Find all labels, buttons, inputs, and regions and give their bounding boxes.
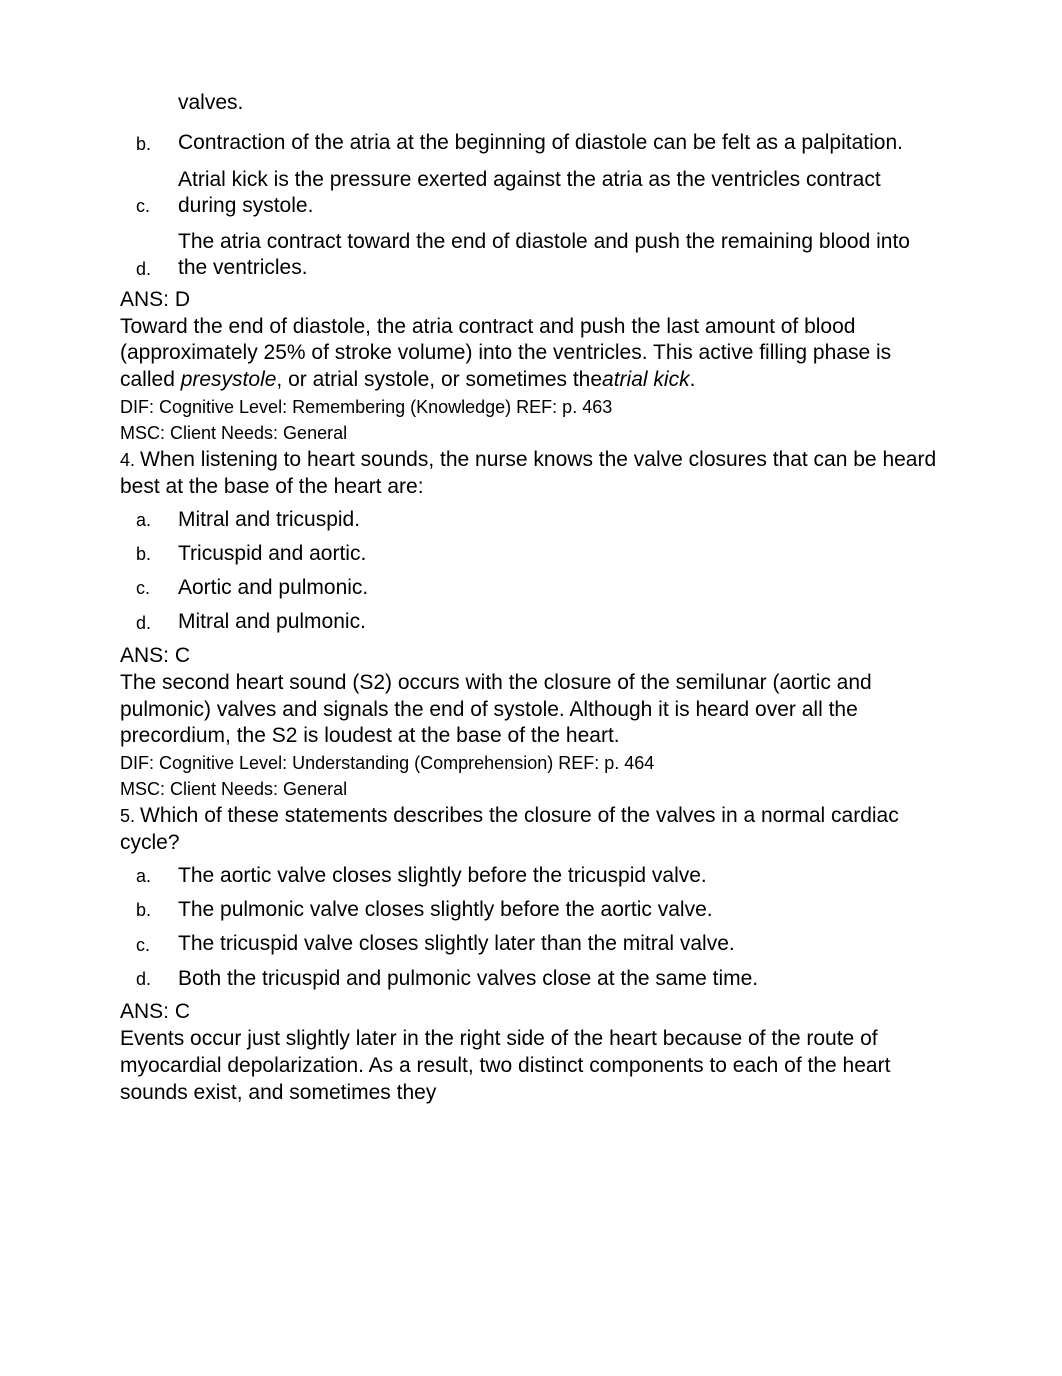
option-letter-spacer <box>120 114 178 116</box>
option-text: Aortic and pulmonic. <box>178 575 368 601</box>
question-stem: 4. When listening to heart sounds, the n… <box>120 447 942 501</box>
option-text: The atria contract toward the end of dia… <box>178 229 942 282</box>
option-c: c. Aortic and pulmonic. <box>120 575 942 601</box>
answer-line: ANS: D <box>120 288 942 312</box>
explanation-text: The second heart sound (S2) occurs with … <box>120 670 942 751</box>
document-page: valves. b. Contraction of the atria at t… <box>0 0 1062 1168</box>
option-letter: b. <box>120 134 178 157</box>
option-letter: d. <box>120 259 178 282</box>
explanation-italic: atrial kick <box>602 368 690 391</box>
option-letter: a. <box>120 510 178 533</box>
metadata-line: MSC: Client Needs: General <box>120 422 942 445</box>
option-text: valves. <box>178 90 243 116</box>
option-letter: b. <box>120 544 178 567</box>
option-c: c. The tricuspid valve closes slightly l… <box>120 931 942 957</box>
option-letter: a. <box>120 866 178 889</box>
metadata-line: DIF: Cognitive Level: Understanding (Com… <box>120 752 942 775</box>
question-number: 5. <box>120 806 140 826</box>
option-a: a. The aortic valve closes slightly befo… <box>120 863 942 889</box>
option-text: Both the tricuspid and pulmonic valves c… <box>178 966 758 992</box>
option-b: b. Tricuspid and aortic. <box>120 541 942 567</box>
metadata-line: MSC: Client Needs: General <box>120 778 942 801</box>
option-letter: b. <box>120 900 178 923</box>
option-text: Tricuspid and aortic. <box>178 541 366 567</box>
option-letter: d. <box>120 969 178 992</box>
question-stem: 5. Which of these statements describes t… <box>120 803 942 857</box>
option-letter: d. <box>120 613 178 636</box>
option-d: d. Both the tricuspid and pulmonic valve… <box>120 966 942 992</box>
explanation-italic: presystole <box>181 368 277 391</box>
option-text: Mitral and pulmonic. <box>178 609 366 635</box>
explanation-part: . <box>690 368 696 391</box>
option-text: Mitral and tricuspid. <box>178 507 360 533</box>
option-letter: c. <box>120 196 178 219</box>
options-block: a. Mitral and tricuspid. b. Tricuspid an… <box>120 507 942 636</box>
explanation-part: , or atrial systole, or sometimes the <box>276 368 602 391</box>
metadata-line: DIF: Cognitive Level: Remembering (Knowl… <box>120 396 942 419</box>
option-letter: c. <box>120 578 178 601</box>
option-b: b. The pulmonic valve closes slightly be… <box>120 897 942 923</box>
answer-line: ANS: C <box>120 1000 942 1024</box>
question-text: Which of these statements describes the … <box>120 804 899 854</box>
question-number: 4. <box>120 450 140 470</box>
option-letter: c. <box>120 935 178 958</box>
option-text: The pulmonic valve closes slightly befor… <box>178 897 713 923</box>
explanation-text: Events occur just slightly later in the … <box>120 1026 942 1107</box>
option-d: d. Mitral and pulmonic. <box>120 609 942 635</box>
option-d: d. The atria contract toward the end of … <box>120 229 942 282</box>
option-text: The tricuspid valve closes slightly late… <box>178 931 735 957</box>
option-text: Contraction of the atria at the beginnin… <box>178 130 903 156</box>
explanation-text: Toward the end of diastole, the atria co… <box>120 314 942 395</box>
options-block: a. The aortic valve closes slightly befo… <box>120 863 942 992</box>
answer-line: ANS: C <box>120 644 942 668</box>
option-text: Atrial kick is the pressure exerted agai… <box>178 167 942 220</box>
option-b: b. Contraction of the atria at the begin… <box>120 130 942 156</box>
option-text: The aortic valve closes slightly before … <box>178 863 707 889</box>
option-a: a. Mitral and tricuspid. <box>120 507 942 533</box>
question-text: When listening to heart sounds, the nurs… <box>120 448 936 498</box>
option-c: c. Atrial kick is the pressure exerted a… <box>120 167 942 220</box>
option-a-trailing: valves. <box>120 90 942 116</box>
